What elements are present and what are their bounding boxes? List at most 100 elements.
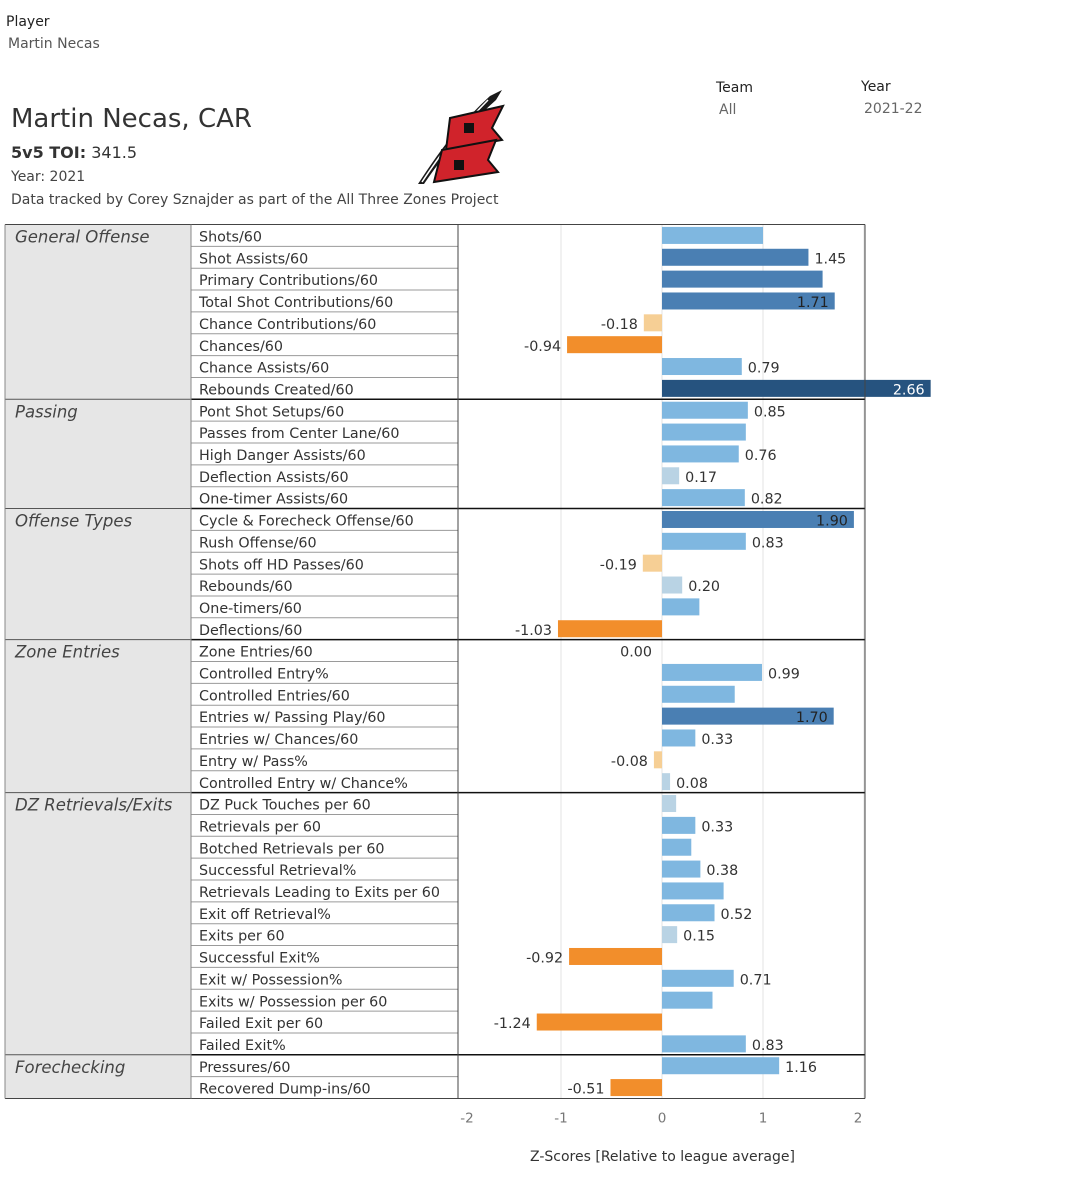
bar[interactable] <box>662 358 742 376</box>
year-line: Year: 2021 <box>11 169 86 185</box>
data-label: 0.52 <box>721 907 753 923</box>
bar[interactable] <box>662 816 696 834</box>
bar[interactable] <box>557 620 662 638</box>
metric-label: Botched Retrievals per 60 <box>199 841 385 857</box>
bar[interactable] <box>569 947 662 965</box>
bar[interactable] <box>662 663 762 681</box>
bar[interactable] <box>662 226 763 244</box>
bar[interactable] <box>662 532 746 550</box>
metric-label: Passes from Center Lane/60 <box>199 426 400 442</box>
bar[interactable] <box>662 904 715 922</box>
bar[interactable] <box>662 445 739 463</box>
metric-label: Chances/60 <box>199 339 283 355</box>
data-label: -0.08 <box>611 754 648 770</box>
team-filter-value[interactable]: All <box>719 102 737 118</box>
group-label: Forechecking <box>15 1058 125 1077</box>
metric-label: One-timer Assists/60 <box>199 492 348 508</box>
metric-label: Chance Contributions/60 <box>199 317 376 333</box>
metric-label: Shot Assists/60 <box>199 251 308 267</box>
data-label: 1.45 <box>814 251 846 267</box>
data-label: 0.71 <box>740 972 772 988</box>
bar[interactable] <box>653 751 662 769</box>
bar[interactable] <box>642 554 662 572</box>
bar[interactable] <box>662 991 713 1009</box>
team-logo-flag-icon <box>418 90 505 184</box>
metric-label: Deflection Assists/60 <box>199 470 349 486</box>
metric-label: Controlled Entries/60 <box>199 688 350 704</box>
bar[interactable] <box>662 882 724 900</box>
bar[interactable] <box>662 1035 746 1053</box>
bar[interactable] <box>662 969 734 987</box>
metric-label: Deflections/60 <box>199 623 302 639</box>
group-cell-bg <box>5 224 191 400</box>
bar[interactable] <box>662 926 678 944</box>
metric-label: High Danger Assists/60 <box>199 448 366 464</box>
bar[interactable] <box>662 467 680 485</box>
data-label: 0.00 <box>620 645 652 661</box>
data-label: -0.92 <box>526 951 563 967</box>
metric-label: Retrievals Leading to Exits per 60 <box>199 885 440 901</box>
metric-label: Exit w/ Possession% <box>199 972 343 988</box>
data-label: 0.82 <box>751 492 783 508</box>
data-label: -1.03 <box>515 623 552 639</box>
metric-label: Rebounds Created/60 <box>199 382 354 398</box>
bar[interactable] <box>643 314 662 332</box>
data-label: 1.90 <box>816 514 848 530</box>
bar[interactable] <box>662 773 671 791</box>
group-label: General Offense <box>15 228 150 247</box>
group-label: Zone Entries <box>14 643 120 662</box>
bar[interactable] <box>662 795 677 813</box>
bar[interactable] <box>662 838 692 856</box>
bar[interactable] <box>662 1057 780 1075</box>
metric-label: Entry w/ Pass% <box>199 754 308 770</box>
metric-label: Cycle & Forecheck Offense/60 <box>199 514 414 530</box>
metric-label: Shots off HD Passes/60 <box>199 557 364 573</box>
bar[interactable] <box>536 1013 662 1031</box>
bar[interactable] <box>662 707 834 725</box>
group-cell-bg <box>5 1054 191 1099</box>
metric-label: Controlled Entry w/ Chance% <box>199 776 408 792</box>
bar[interactable] <box>662 489 745 507</box>
data-label: 0.33 <box>701 819 733 835</box>
page-title: Martin Necas, CAR <box>11 104 252 134</box>
metric-label: Pont Shot Setups/60 <box>199 404 344 420</box>
data-label: 0.38 <box>706 863 738 879</box>
bar[interactable] <box>662 292 835 310</box>
data-label: 0.15 <box>683 929 715 945</box>
metric-label: DZ Puck Touches per 60 <box>199 798 371 814</box>
bar[interactable] <box>662 729 696 747</box>
metric-label: Exit off Retrieval% <box>199 907 331 923</box>
bar[interactable] <box>567 336 662 354</box>
data-label: 0.33 <box>701 732 733 748</box>
year-filter-value[interactable]: 2021-22 <box>864 101 923 117</box>
data-label: 0.83 <box>752 535 784 551</box>
group-cell-bg <box>5 508 191 640</box>
metric-label: Recovered Dump-ins/60 <box>199 1082 371 1098</box>
bar[interactable] <box>662 423 746 441</box>
bar[interactable] <box>662 510 854 528</box>
player-filter-value[interactable]: Martin Necas <box>8 36 100 52</box>
bar[interactable] <box>662 576 683 594</box>
team-filter-label: Team <box>716 80 754 96</box>
data-label: 1.71 <box>797 295 829 311</box>
metric-label: Pressures/60 <box>199 1060 291 1076</box>
metric-label: Successful Exit% <box>199 951 320 967</box>
bar[interactable] <box>662 401 748 419</box>
bar[interactable] <box>662 248 809 266</box>
bar[interactable] <box>662 270 823 288</box>
bar[interactable] <box>662 379 931 397</box>
bar[interactable] <box>662 860 701 878</box>
metric-label: Rush Offense/60 <box>199 535 317 551</box>
x-tick-label: 0 <box>658 1111 667 1127</box>
bar[interactable] <box>662 598 700 616</box>
bar[interactable] <box>610 1079 662 1097</box>
metric-label: Exits w/ Possession per 60 <box>199 994 387 1010</box>
toi-line: 5v5 TOI: 341.5 <box>11 143 137 162</box>
data-label: -0.18 <box>601 317 638 333</box>
player-filter-label: Player <box>6 14 50 30</box>
metric-label: One-timers/60 <box>199 601 302 617</box>
x-axis-title: Z-Scores [Relative to league average] <box>530 1149 795 1165</box>
bar[interactable] <box>662 685 735 703</box>
data-label: 0.85 <box>754 404 786 420</box>
